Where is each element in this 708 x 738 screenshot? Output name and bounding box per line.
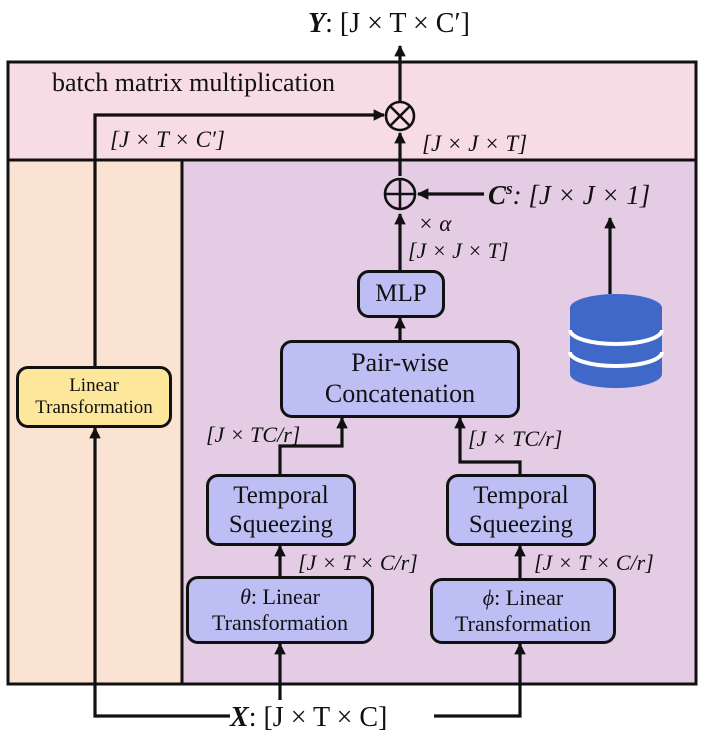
temporal-left-to-pairwise-path [278, 416, 348, 474]
linear-line1: Linear [69, 374, 119, 396]
temporal-squeezing-right-box: Temporal Squeezing [446, 474, 596, 546]
input-label: X: [J × T × C] [230, 702, 388, 733]
input-to-linear-path [89, 426, 230, 718]
temporal-left-line2: Squeezing [228, 511, 334, 538]
squeezed-shape-left: [J × TC/r] [206, 422, 301, 447]
input-to-phi-path [434, 642, 526, 718]
database-icon [568, 294, 664, 388]
output-label: Y: [J × T × C′] [308, 8, 470, 39]
circled-plus-icon [383, 177, 417, 211]
linear-branch-shape: [J × T × C′] [110, 127, 225, 152]
linear-line2: Transformation [35, 397, 153, 418]
temporal-right-line2: Squeezing [468, 511, 574, 538]
reduced-shape-right: [J × T × C/r] [534, 550, 654, 575]
linear-to-bmm-path [93, 109, 386, 368]
scale-label: × α [418, 211, 452, 236]
phi-line1: ϕ: Linear [482, 585, 564, 611]
temporal-left-line1: Temporal [233, 481, 329, 509]
temporal-right-to-pairwise-path [454, 416, 522, 474]
theta-linear-box: θ: Linear Transformation [186, 576, 374, 644]
mlp-output-shape: [J × J × T] [408, 238, 509, 263]
reduced-shape-left: [J × T × C/r] [298, 550, 418, 575]
temporal-squeezing-left-box: Temporal Squeezing [206, 474, 356, 546]
pairwise-concatenation-box: Pair-wise Concatenation [280, 340, 520, 418]
mlp-label: MLP [375, 280, 427, 308]
pairwise-line2: Concatenation [324, 379, 476, 408]
theta-line1: θ: Linear [240, 584, 320, 610]
prior-label: Cs: [J × J × 1] [488, 179, 651, 210]
circled-times-icon [384, 100, 416, 132]
bmm-input-shape: [J × J × T] [422, 131, 528, 156]
theta-line2: Transformation [211, 610, 349, 635]
bmm-band [6, 60, 698, 162]
temporal-right-line1: Temporal [473, 481, 569, 509]
bmm-label: batch matrix multiplication [52, 68, 336, 97]
squeezed-shape-right: [J × TC/r] [468, 426, 563, 451]
phi-linear-box: ϕ: Linear Transformation [430, 578, 616, 644]
mlp-box: MLP [357, 270, 445, 318]
linear-transformation-box: Linear Transformation [16, 366, 172, 428]
pairwise-line1: Pair-wise [351, 348, 449, 378]
phi-line2: Transformation [454, 611, 592, 636]
